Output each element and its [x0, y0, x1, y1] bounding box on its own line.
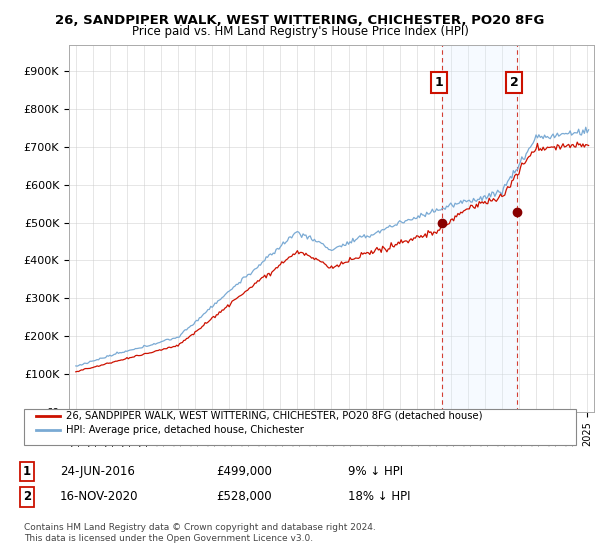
Text: 18% ↓ HPI: 18% ↓ HPI: [348, 490, 410, 503]
Text: 2: 2: [510, 76, 518, 89]
Text: £499,000: £499,000: [216, 465, 272, 478]
Text: HPI: Average price, detached house, Chichester: HPI: Average price, detached house, Chic…: [66, 424, 304, 435]
Text: Price paid vs. HM Land Registry's House Price Index (HPI): Price paid vs. HM Land Registry's House …: [131, 25, 469, 38]
Text: 9% ↓ HPI: 9% ↓ HPI: [348, 465, 403, 478]
Bar: [442, 45, 517, 412]
Text: 2: 2: [23, 490, 31, 503]
Text: 24-JUN-2016: 24-JUN-2016: [60, 465, 135, 478]
Text: 1: 1: [23, 465, 31, 478]
Text: 26, SANDPIPER WALK, WEST WITTERING, CHICHESTER, PO20 8FG (detached house): 26, SANDPIPER WALK, WEST WITTERING, CHIC…: [66, 410, 482, 421]
Text: 26, SANDPIPER WALK, WEST WITTERING, CHICHESTER, PO20 8FG: 26, SANDPIPER WALK, WEST WITTERING, CHIC…: [55, 14, 545, 27]
Text: Contains HM Land Registry data © Crown copyright and database right 2024.
This d: Contains HM Land Registry data © Crown c…: [24, 524, 376, 543]
Text: 16-NOV-2020: 16-NOV-2020: [60, 490, 139, 503]
Text: 1: 1: [434, 76, 443, 89]
Text: £528,000: £528,000: [216, 490, 272, 503]
